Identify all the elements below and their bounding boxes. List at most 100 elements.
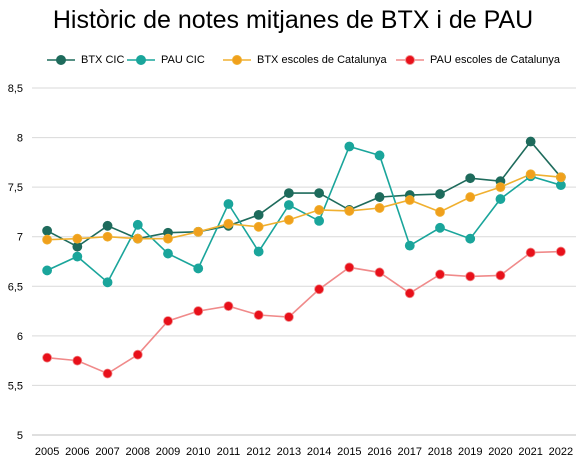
y-tick-label: 7 xyxy=(17,232,23,244)
series-1-point xyxy=(283,188,294,198)
x-tick-label: 2008 xyxy=(126,446,150,458)
series-3-point xyxy=(283,214,294,225)
series-3-point xyxy=(314,205,325,215)
legend-swatch xyxy=(223,55,251,65)
series-4-point xyxy=(283,312,294,322)
x-tick-label: 2014 xyxy=(307,446,331,458)
series-2-point xyxy=(223,199,234,209)
series-3-point xyxy=(72,233,83,244)
series-2-point xyxy=(193,263,204,274)
series-3-point xyxy=(253,221,264,232)
series-4-point xyxy=(163,316,173,326)
series-2-point xyxy=(253,246,264,257)
series-4-point xyxy=(555,246,566,257)
series-2-point xyxy=(163,248,173,259)
series-4-point xyxy=(102,368,113,379)
series-4-point xyxy=(223,301,234,312)
series-4-point xyxy=(465,271,476,282)
series-4-point xyxy=(193,306,204,316)
series-3-point xyxy=(193,226,204,237)
x-tick-label: 2019 xyxy=(458,446,482,458)
series-1-point xyxy=(42,225,53,236)
chart-title: Històric de notes mitjanes de BTX i de P… xyxy=(52,6,534,34)
series-1-point xyxy=(525,136,536,147)
legend-swatch xyxy=(47,55,75,65)
series-4-point xyxy=(404,288,415,299)
y-tick-label: 8,5 xyxy=(8,83,23,95)
series-3-point xyxy=(465,192,476,202)
legend-item: PAU CIC xyxy=(126,51,205,69)
legend-label: BTX CIC xyxy=(81,54,125,66)
series-4-point xyxy=(495,270,506,281)
series-2-point xyxy=(314,215,325,226)
series-1-point xyxy=(253,210,264,220)
x-tick-label: 2007 xyxy=(95,446,119,458)
series-2-point xyxy=(465,233,476,244)
legend: BTX CIC PAU CIC BTX escoles de Catalunya PA… xyxy=(0,51,586,69)
series-3-point xyxy=(344,206,355,216)
series-3-point xyxy=(163,233,173,244)
series-1-point xyxy=(465,173,476,184)
series-4-point xyxy=(72,355,83,366)
series-3-point xyxy=(525,169,536,180)
series-2-point xyxy=(495,194,506,204)
series-2-point xyxy=(344,141,355,152)
x-tick-label: 2012 xyxy=(246,446,270,458)
series-3-point xyxy=(42,234,53,245)
y-tick-label: 5 xyxy=(17,430,23,442)
series-4-point xyxy=(525,247,536,258)
x-tick-label: 2005 xyxy=(35,446,59,458)
legend-swatch xyxy=(127,55,155,65)
series-line-1 xyxy=(46,140,562,248)
series-line-3 xyxy=(47,173,561,241)
y-tick-label: 5,5 xyxy=(8,380,23,392)
series-1-point xyxy=(314,188,325,198)
legend-label: BTX escoles de Catalunya xyxy=(257,54,387,66)
series-2-point xyxy=(102,277,113,288)
series-3-point xyxy=(102,231,113,242)
legend-item: BTX CIC xyxy=(46,51,124,69)
x-tick-label: 2017 xyxy=(398,446,422,458)
series-3-point xyxy=(404,195,415,205)
series-4-point xyxy=(374,267,385,278)
series-4-point xyxy=(344,262,355,273)
series-3-point xyxy=(132,233,143,244)
y-tick-label: 6 xyxy=(17,331,23,343)
x-tick-label: 2018 xyxy=(428,446,452,458)
x-tick-label: 2022 xyxy=(549,446,573,458)
y-tick-label: 8 xyxy=(17,133,23,145)
series-line-2 xyxy=(46,145,562,284)
series-2-point xyxy=(42,265,53,276)
x-tick-label: 2021 xyxy=(518,446,542,458)
series-2-point xyxy=(283,200,294,210)
series-3-point xyxy=(374,203,385,213)
series-4-point xyxy=(253,310,264,320)
x-tick-label: 2010 xyxy=(186,446,210,458)
series-3-point xyxy=(495,182,506,193)
legend-label: PAU CIC xyxy=(161,54,205,66)
series-3-point xyxy=(223,218,234,229)
series-4-point xyxy=(132,349,143,360)
y-tick-label: 6,5 xyxy=(8,281,23,293)
series-2-point xyxy=(132,219,143,230)
series-3-point xyxy=(435,207,445,217)
series-line-4 xyxy=(47,250,561,375)
x-tick-label: 2011 xyxy=(217,446,241,458)
x-tick-label: 2020 xyxy=(488,446,512,458)
x-tick-label: 2009 xyxy=(156,446,180,458)
y-tick-label: 7,5 xyxy=(8,182,23,194)
series-1-point xyxy=(102,220,113,231)
series-2-point xyxy=(435,222,445,233)
x-tick-label: 2015 xyxy=(337,446,361,458)
legend-swatch xyxy=(396,55,424,65)
series-1-point xyxy=(374,192,385,202)
series-1-point xyxy=(435,189,445,199)
legend-item: PAU escoles de Catalunya xyxy=(395,51,560,69)
x-tick-label: 2016 xyxy=(367,446,391,458)
series-4-point xyxy=(42,352,53,363)
series-4-point xyxy=(435,269,445,280)
series-3-point xyxy=(555,172,566,183)
x-tick-label: 2006 xyxy=(65,446,89,458)
legend-label: PAU escoles de Catalunya xyxy=(430,54,561,66)
